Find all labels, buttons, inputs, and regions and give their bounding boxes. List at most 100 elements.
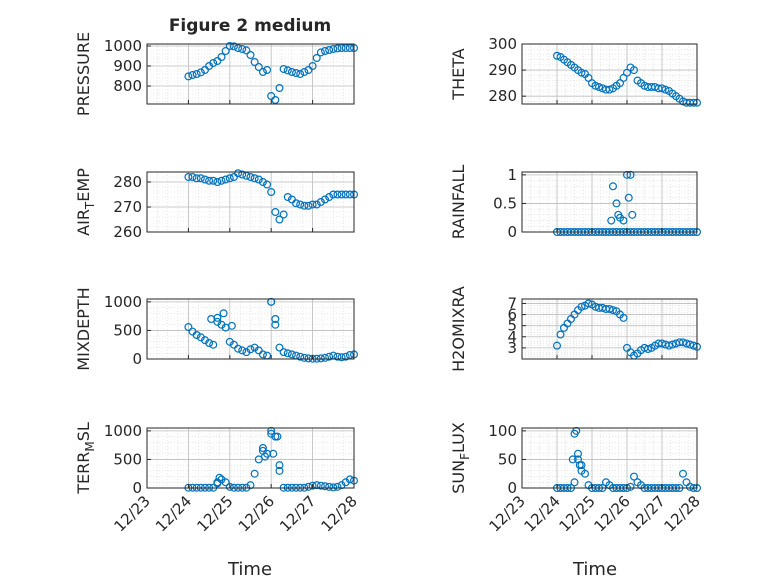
data-point <box>263 65 272 74</box>
data-point <box>612 199 621 208</box>
data-point <box>643 345 652 354</box>
data-point <box>605 85 614 94</box>
y-tick-label: 100 <box>488 422 517 440</box>
data-point <box>188 70 197 79</box>
y-tick-label: 0.5 <box>493 194 517 212</box>
y-axis-label: TERRMSL <box>74 422 97 495</box>
data-point <box>628 210 637 219</box>
data-point <box>577 302 586 311</box>
data-point <box>292 199 301 208</box>
data-point <box>572 426 581 435</box>
data-point <box>668 340 677 349</box>
data-point <box>619 313 628 322</box>
data-point <box>678 338 687 347</box>
y-tick-label: 3 <box>507 339 517 357</box>
y-tick-label: 500 <box>113 321 142 339</box>
data-point <box>275 83 284 92</box>
y-tick-label: 0 <box>507 479 517 497</box>
data-point <box>296 352 305 361</box>
data-point <box>213 317 222 326</box>
data-point <box>184 173 193 182</box>
y-tick-label: 800 <box>113 77 142 95</box>
data-point <box>275 215 284 224</box>
axes-box <box>521 427 698 489</box>
y-tick-label: 1000 <box>104 422 142 440</box>
data-point <box>552 51 561 60</box>
data-point <box>552 341 561 350</box>
data-point <box>287 350 296 359</box>
data-point <box>304 65 313 74</box>
data-point <box>345 475 354 484</box>
x-tick-label: 12/24 <box>521 492 564 535</box>
axes-box <box>146 298 355 360</box>
y-tick-label: 6 <box>507 306 517 324</box>
data-point <box>192 174 201 183</box>
data-point <box>205 339 214 348</box>
data-point <box>275 466 284 475</box>
series <box>184 169 359 224</box>
subplot-2: 280 290 300 THETA <box>449 35 701 107</box>
series <box>552 51 701 107</box>
axes-box <box>521 298 698 360</box>
data-point <box>608 182 617 191</box>
x-tick-label: 12/26 <box>591 492 634 535</box>
data-point <box>624 193 633 202</box>
axes-box <box>521 43 698 105</box>
data-point <box>308 481 317 490</box>
y-tick-label: 1000 <box>104 37 142 55</box>
data-point <box>678 469 687 478</box>
subplot-3: 260 270 280 AIRTEMP <box>74 168 359 241</box>
data-point <box>192 331 201 340</box>
series <box>184 41 359 104</box>
y-axis-label: H2OMIXRA <box>449 286 468 372</box>
data-point <box>573 455 582 464</box>
data-point <box>250 469 259 478</box>
data-point <box>575 461 584 470</box>
y-tick-label: 1 <box>507 166 517 184</box>
data-point <box>341 190 350 199</box>
data-point <box>221 46 230 55</box>
data-point <box>304 482 313 491</box>
data-point <box>321 482 330 491</box>
data-point <box>275 461 284 470</box>
data-point <box>316 198 325 207</box>
y-axis-label: AIRTEMP <box>74 168 97 236</box>
data-point <box>209 58 218 67</box>
data-point <box>246 50 255 59</box>
y-axis-label: MIXDEPTH <box>74 287 93 370</box>
data-point <box>605 305 614 314</box>
x-tick-label: 12/27 <box>626 492 669 535</box>
data-point <box>300 67 309 76</box>
data-point <box>316 481 325 490</box>
data-point <box>217 52 226 61</box>
subplot-4: 0 0.5 1 RAINFALL <box>449 165 701 241</box>
data-point <box>568 455 577 464</box>
data-point <box>188 173 197 182</box>
data-point <box>267 91 276 100</box>
data-point <box>607 216 616 225</box>
axes-box <box>146 43 355 105</box>
data-point <box>570 478 579 487</box>
y-axis-label: PRESSURE <box>74 32 93 116</box>
x-axis-label: Time <box>227 559 272 580</box>
data-point <box>664 341 673 350</box>
y-tick-label: 0 <box>507 223 517 241</box>
data-point <box>254 175 263 184</box>
data-point <box>296 200 305 209</box>
data-point <box>184 72 193 81</box>
data-point <box>184 323 193 332</box>
data-point <box>246 173 255 182</box>
data-point <box>215 473 224 482</box>
data-point <box>594 83 603 92</box>
data-point <box>682 339 691 348</box>
data-point <box>685 340 694 349</box>
data-point <box>312 53 321 62</box>
x-tick-label: 12/24 <box>152 492 195 535</box>
data-point <box>333 44 342 53</box>
data-point <box>325 482 334 491</box>
data-point <box>229 42 238 51</box>
data-point <box>205 176 214 185</box>
data-point <box>196 174 205 183</box>
y-tick-label: 280 <box>488 87 517 105</box>
